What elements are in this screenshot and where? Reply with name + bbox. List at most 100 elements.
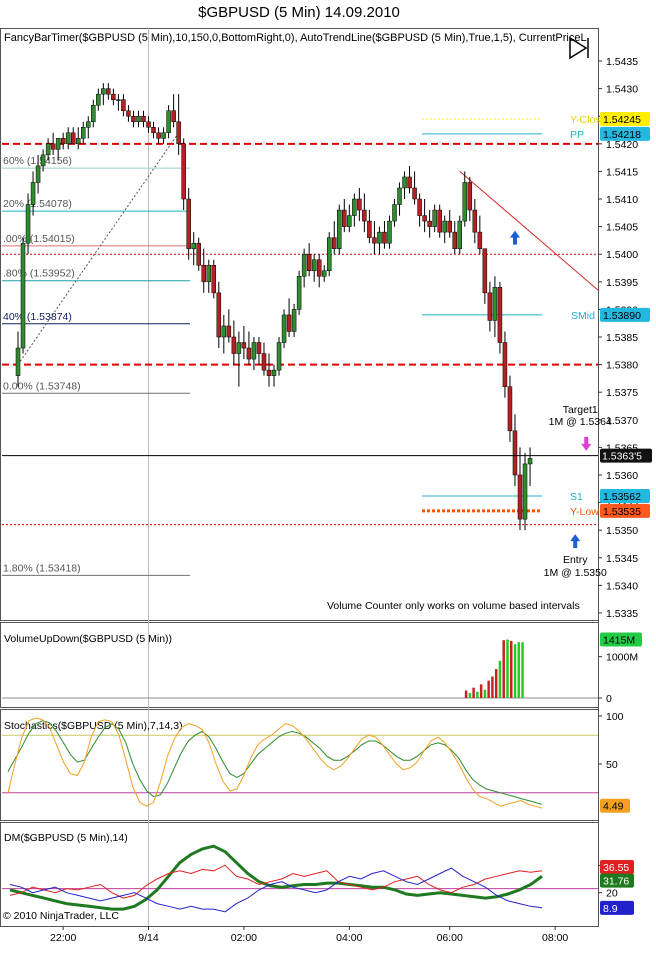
current-price-badge-label: 1.5363'5 <box>602 451 642 463</box>
candle-body <box>116 99 121 101</box>
candle-body <box>256 342 262 354</box>
candle-body <box>522 463 528 520</box>
candle-body <box>357 198 362 211</box>
volume-bar <box>464 690 468 698</box>
copyright-label: © 2010 NinjaTrader, LLC <box>3 910 119 922</box>
candle-body <box>106 88 111 95</box>
candle-body <box>25 204 31 244</box>
stochastics-badge-label: 4.49 <box>603 801 624 813</box>
candle-body <box>296 276 302 310</box>
price-tick-label: 1.5435 <box>606 56 638 68</box>
time-tick-label: 22:00 <box>50 932 76 944</box>
target-arrow-icon <box>581 436 592 451</box>
price-badge <box>600 307 650 322</box>
volume-bar <box>494 669 498 698</box>
candle-body <box>35 165 41 183</box>
time-tick-label: 08:00 <box>542 932 568 944</box>
candle-body <box>60 138 66 145</box>
candle-body <box>246 347 252 360</box>
candle-body <box>291 309 297 332</box>
dm-badge <box>600 860 634 875</box>
candle-body <box>332 237 337 249</box>
price-tick-label: 1.5340 <box>606 580 638 592</box>
candle-body <box>422 215 427 222</box>
price-tick-label: 1.5370 <box>606 415 638 427</box>
candle-body <box>311 259 317 272</box>
dm-panel-title: DM($GBPUSD (5 Min),14) <box>4 832 128 844</box>
stochastics-tick-label: 100 <box>606 711 624 723</box>
candle-body <box>151 127 156 134</box>
price-tick-label: 1.5350 <box>606 525 638 537</box>
volume-bar <box>472 687 475 698</box>
volume-bar <box>491 676 494 698</box>
candle-body <box>276 342 282 371</box>
candle-body <box>437 209 442 233</box>
candle-body <box>382 231 387 244</box>
price-badge-label: 1.53535 <box>603 506 641 518</box>
time-tick-label: 9/14 <box>138 932 159 944</box>
candle-body <box>45 143 51 156</box>
candle-body <box>321 270 327 277</box>
candle-body <box>101 88 106 95</box>
dm-badge <box>600 900 634 915</box>
candle-body <box>226 325 232 338</box>
candle-body <box>136 115 141 122</box>
candle-body <box>362 209 367 222</box>
entry-arrow-icon <box>509 230 520 245</box>
candle-body <box>86 121 91 128</box>
fib-level-label: 0.00% (1.53748) <box>3 380 81 392</box>
volume-bar <box>502 640 505 698</box>
stochastics-line-K <box>7 717 543 809</box>
dm-badge <box>600 873 634 888</box>
volume-bar <box>506 639 509 698</box>
auto-trend-line <box>459 171 599 291</box>
dm-badge-label: 36.55 <box>603 862 629 874</box>
candle-body <box>91 104 96 122</box>
price-badge-label: 1.53562 <box>603 491 641 503</box>
fib-diagonal-line <box>17 132 180 365</box>
candle-body <box>372 237 377 244</box>
candle-body <box>407 176 412 189</box>
candle-body <box>236 342 242 354</box>
candle-body <box>231 336 237 354</box>
candle-body <box>492 287 498 321</box>
candle-body <box>467 182 473 211</box>
target-value: 1M @ 1.5364 <box>549 416 612 428</box>
price-tick-label: 1.5410 <box>606 194 638 206</box>
candle-body <box>487 292 493 321</box>
candle-body <box>40 154 46 167</box>
pivot-label: S1 <box>570 491 583 503</box>
price-tick-label: 1.5335 <box>606 608 638 620</box>
candle-body <box>55 138 61 150</box>
candle-body <box>482 248 488 294</box>
fib-level-label: 20% (1.54078) <box>3 198 72 210</box>
price-tick-label: 1.5405 <box>606 222 638 234</box>
candle-body <box>221 325 227 338</box>
candle-body <box>432 209 437 227</box>
candle-body <box>337 209 342 249</box>
dm-badge-label: 8.9 <box>603 903 618 915</box>
candle-body <box>452 231 457 249</box>
candle-body <box>241 342 247 349</box>
volume-bar <box>468 693 472 698</box>
candle-body <box>191 242 196 249</box>
candle-body <box>316 259 322 277</box>
target-label: Target1 <box>563 404 598 416</box>
candle-body <box>201 265 206 283</box>
candle-body <box>392 204 397 222</box>
candle-body <box>131 115 136 122</box>
price-tick-label: 1.5360 <box>606 470 638 482</box>
price-badge <box>600 111 650 126</box>
volume-bar <box>487 680 490 698</box>
entry-label: Entry <box>563 554 588 566</box>
fib-level-label: 40% (1.53874) <box>3 311 72 323</box>
price-badge-label: 1.54218 <box>603 129 641 141</box>
candle-body <box>111 93 116 100</box>
candle-body <box>512 430 518 476</box>
candle-body <box>352 198 357 216</box>
pivot-label: PP <box>570 129 584 141</box>
candle-body <box>472 209 478 233</box>
volume-tick-label: 1000M <box>606 652 638 664</box>
pivot-label: Y-Low <box>570 506 599 518</box>
panel-frame-0 <box>0 28 599 621</box>
